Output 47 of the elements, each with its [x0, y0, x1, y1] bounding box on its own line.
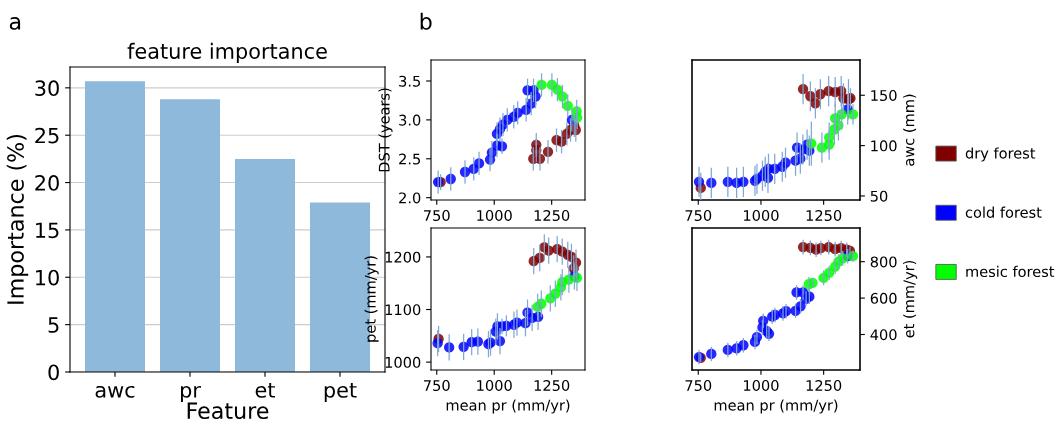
- y2-tick-label: 100: [871, 140, 897, 152]
- y-tick-label: 2.5: [399, 153, 420, 165]
- x-tick-label: 1000: [744, 379, 779, 392]
- x-tick-label: 750: [424, 379, 450, 392]
- x-tick-label: 1250: [534, 379, 570, 392]
- y-axis-title: Importance (%): [6, 134, 29, 304]
- x-tick-label: 750: [685, 209, 712, 222]
- y-tick-label: 30: [35, 80, 59, 97]
- x-axis-title: mean pr (mm/yr): [714, 399, 838, 414]
- x-tick-label: pet: [324, 382, 357, 402]
- x-tick-label: pr: [181, 385, 201, 402]
- x-axis-title: mean pr (mm/yr): [446, 399, 570, 414]
- y-axis-title: pet (mm/yr): [364, 256, 379, 342]
- x-tick-label: 1250: [806, 379, 842, 392]
- y-axis-title: DST (years): [378, 88, 393, 172]
- y-tick-label: 20: [35, 175, 59, 191]
- legend-label: dry forest: [965, 147, 1036, 162]
- y-tick-label: 3.5: [399, 75, 420, 87]
- legend-label: cold forest: [965, 206, 1042, 218]
- y2-tick-label: 150: [871, 89, 897, 101]
- y-tick-label: 2.0: [399, 192, 421, 204]
- y-tick-label: 5: [48, 317, 59, 333]
- x-tick-label: 1250: [806, 209, 842, 222]
- y-tick-label: 0: [48, 364, 59, 381]
- y2-tick-label: 50: [870, 190, 888, 202]
- x-tick-label: 1000: [744, 209, 779, 222]
- y-tick-label: 3.0: [399, 114, 421, 126]
- y2-axis-title: et (mm/yr): [903, 260, 918, 338]
- y2-tick-label: 400: [870, 329, 897, 341]
- y2-tick-label: 800: [870, 256, 897, 268]
- y2-axis-title: awc (mm): [903, 94, 917, 166]
- x-tick-label: awc: [95, 385, 135, 398]
- legend-label: mesic forest: [966, 265, 1055, 278]
- text: b: [420, 12, 432, 30]
- y-tick-label: 25: [35, 127, 59, 144]
- x-tick-label: 1000: [477, 209, 512, 222]
- y-tick-label: 15: [36, 222, 59, 239]
- text: a: [9, 17, 21, 30]
- x-tick-label: et: [255, 382, 275, 398]
- x-tick-label: 750: [685, 379, 712, 392]
- x-axis-title: Feature: [187, 402, 269, 420]
- chart-title: feature importance: [127, 42, 327, 63]
- x-tick-label: 1000: [477, 379, 512, 392]
- y2-tick-label: 600: [870, 292, 897, 304]
- x-tick-label: 1250: [534, 209, 570, 222]
- y-tick-label: 10: [36, 269, 59, 286]
- x-tick-label: 750: [424, 209, 450, 222]
